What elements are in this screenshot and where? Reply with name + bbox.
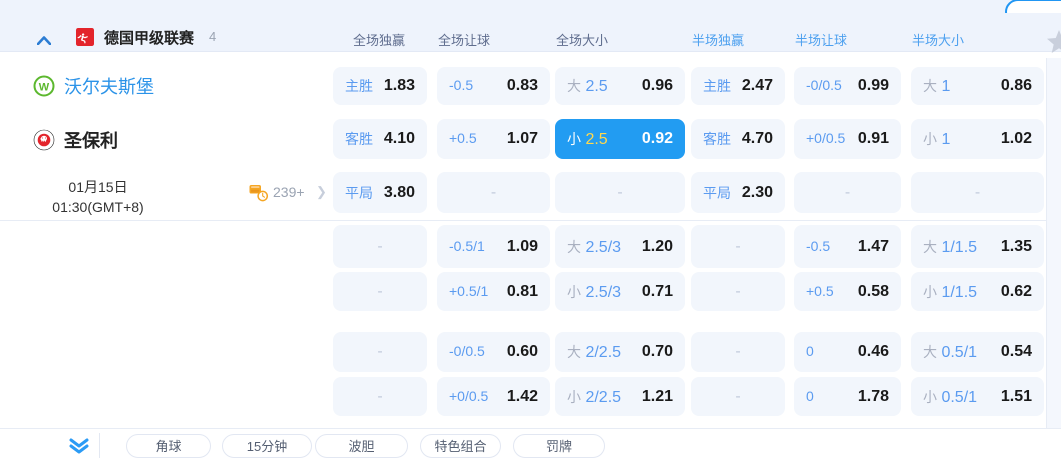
svg-text:W: W	[39, 82, 50, 94]
